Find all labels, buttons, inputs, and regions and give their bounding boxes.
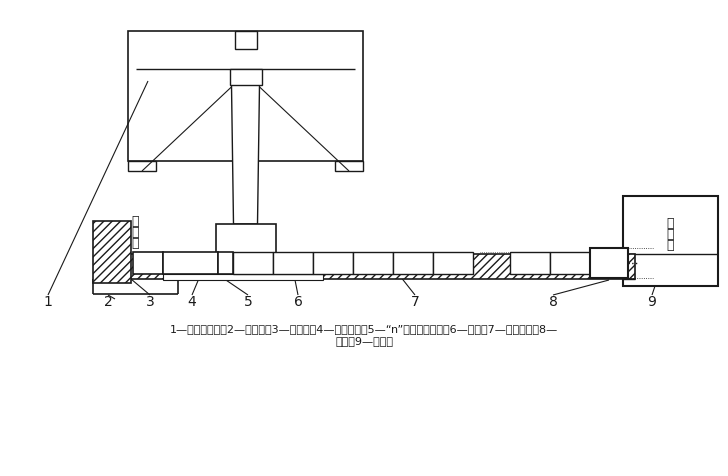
Text: 5: 5 (244, 294, 253, 308)
Bar (335, 162, 363, 172)
Text: 出: 出 (131, 215, 139, 228)
Text: 8: 8 (549, 294, 558, 308)
Text: 收: 收 (666, 228, 673, 241)
Bar (95, 255, 635, 279)
Bar (550, 252, 590, 275)
Bar (215, 225, 275, 255)
Bar (393, 252, 433, 275)
Bar (273, 252, 313, 275)
Bar (510, 252, 550, 275)
Bar (623, 197, 718, 287)
Text: 1—行车或吸车；2—出发井；3—后靠背；4—主顶油缸；5—“n”形或环形顶鐵；6—导轨；7—混凝土管；8—: 1—行车或吸车；2—出发井；3—后靠背；4—主顶油缸；5—“n”形或环形顶鐵；6… (170, 323, 558, 333)
Text: 4: 4 (188, 294, 197, 308)
Bar (133, 252, 163, 275)
Bar (128, 162, 156, 172)
Text: 井: 井 (131, 237, 139, 250)
Bar (128, 32, 363, 162)
Bar (218, 252, 233, 275)
Text: 1: 1 (44, 294, 52, 308)
Bar (234, 32, 256, 50)
Text: 9: 9 (648, 294, 657, 308)
Bar (229, 70, 261, 86)
Bar (590, 248, 628, 278)
Text: 发: 发 (131, 226, 139, 239)
Text: 7: 7 (411, 294, 419, 308)
Polygon shape (232, 86, 259, 225)
Text: 井: 井 (666, 239, 673, 252)
Text: 2: 2 (103, 294, 112, 308)
Bar (233, 252, 273, 275)
Text: 3: 3 (146, 294, 154, 308)
Text: 机头；9—接收井: 机头；9—接收井 (335, 335, 393, 345)
Text: 6: 6 (293, 294, 302, 308)
Bar (313, 252, 353, 275)
Text: 接: 接 (666, 217, 673, 230)
Bar (163, 275, 323, 280)
Bar (163, 252, 218, 275)
Bar (93, 221, 131, 283)
Bar (433, 252, 473, 275)
Bar (353, 252, 393, 275)
